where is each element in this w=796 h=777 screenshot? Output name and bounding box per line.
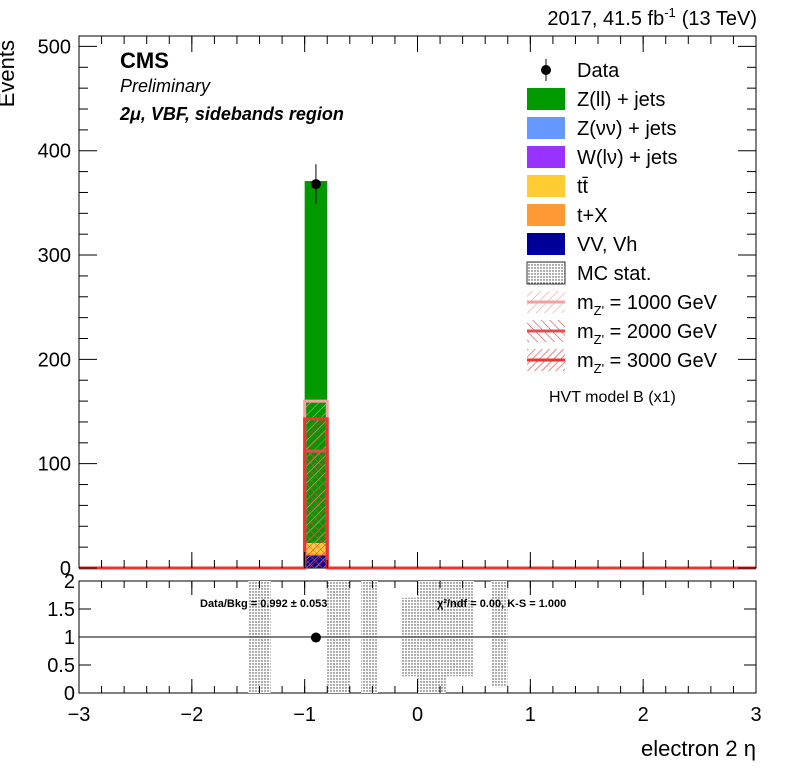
ratio-xtick-label-2: −1 (293, 704, 316, 726)
ratio-ytick-label-3: 1.5 (47, 599, 75, 621)
preliminary-label: Preliminary (120, 76, 211, 96)
main-ytick-label-3: 300 (38, 245, 71, 267)
ratio-xtick-label-0: −3 (68, 704, 91, 726)
model-note: HVT model B (x1) (549, 389, 676, 406)
legend-label-5: t+X (577, 205, 608, 227)
legend-swatch-1 (527, 88, 565, 110)
legend-label-8: mZ' = 1000 GeV (577, 292, 718, 318)
signal-line-2 (79, 417, 756, 570)
legend-label-2: Z(νν) + jets (577, 118, 676, 140)
signal-line-1 (79, 449, 756, 570)
legend-label-9: mZ' = 2000 GeV (577, 321, 718, 347)
ratio-chi2-text: χ²/ndf = 0.00, K-S = 1.000 (437, 598, 566, 610)
legend-swatch-mcstat (526, 261, 566, 285)
legend-label-4: tt̄ (577, 176, 589, 198)
ratio-xtick-label-6: 3 (750, 704, 761, 726)
main-ytick-label-4: 400 (38, 141, 71, 163)
main-ytick-label-2: 200 (38, 349, 71, 371)
legend-swatch-3 (527, 146, 565, 168)
ratio-stat-band-5 (445, 581, 474, 677)
region-label: 2μ, VBF, sidebands region (119, 104, 344, 124)
legend-swatch-5 (527, 204, 565, 226)
main-ytick-label-0: 0 (60, 558, 71, 580)
ratio-stat-band-6 (490, 581, 508, 688)
ratio-ytick-label-0: 0 (64, 683, 75, 705)
ratio-xtick-label-5: 2 (638, 704, 649, 726)
ratio-xtick-label-1: −2 (180, 704, 203, 726)
signal-hatch-2 (304, 418, 328, 568)
legend-swatch-6 (527, 233, 565, 255)
ratio-xtick-label-3: 0 (412, 704, 423, 726)
ratio-ytick-label-4: 2 (64, 571, 75, 593)
legend-label-0: Data (577, 60, 620, 82)
lumi-label: 2017, 41.5 fb-1 (13 TeV) (547, 5, 757, 30)
data-point-0 (310, 179, 321, 190)
ratio-ytick-label-2: 1 (64, 627, 75, 649)
main-ytick-label-1: 100 (38, 454, 71, 476)
x-axis-title: electron 2 η (641, 736, 756, 761)
legend-data-marker (541, 65, 551, 75)
ratio-xtick-label-4: 1 (525, 704, 536, 726)
legend-swatch-2 (527, 117, 565, 139)
legend-label-10: mZ' = 3000 GeV (577, 350, 718, 376)
cms-label: CMS (120, 48, 169, 73)
legend-label-7: MC stat. (577, 263, 651, 285)
legend-label-1: Z(ll) + jets (577, 89, 665, 111)
legend: Data Z(ll) + jets Z(νν) + jets W(lν) + jets… (526, 59, 718, 376)
y-axis-title: Events (0, 40, 19, 107)
signal-line-0 (79, 399, 756, 570)
ratio-data-bkg-text: Data/Bkg = 0.992 ± 0.053 (200, 598, 327, 610)
ratio-point-0 (310, 632, 321, 643)
legend-label-3: W(lν) + jets (577, 147, 678, 169)
legend-label-6: VV, Vh (577, 234, 637, 256)
legend-swatch-4 (527, 175, 565, 197)
ratio-ytick-label-1: 0.5 (47, 655, 75, 677)
main-ytick-label-5: 500 (38, 36, 71, 58)
